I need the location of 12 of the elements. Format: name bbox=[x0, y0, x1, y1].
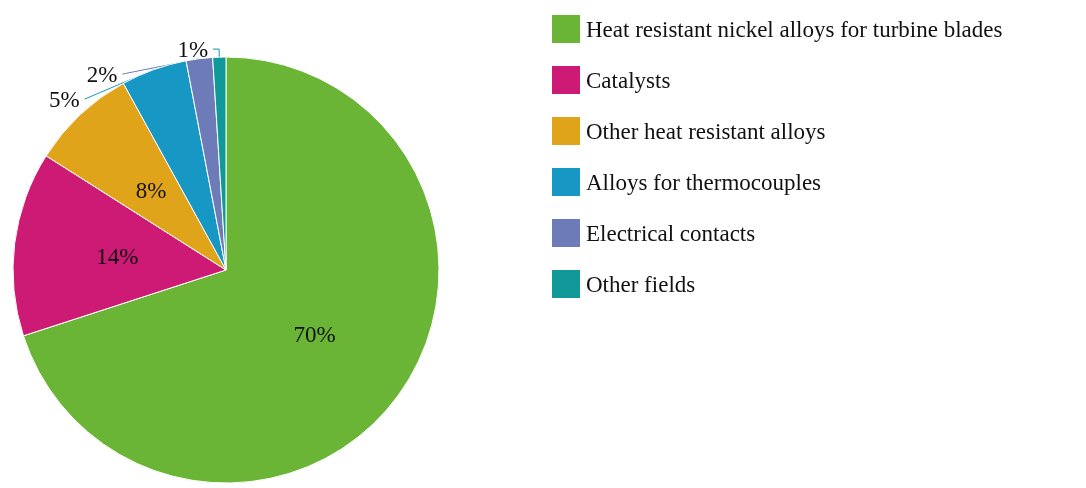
legend-label: Other heat resistant alloys bbox=[586, 118, 826, 144]
legend-label: Catalysts bbox=[586, 67, 671, 93]
data-label: 5% bbox=[48, 86, 80, 112]
legend-label: Other fields bbox=[586, 271, 696, 297]
data-label: 14% bbox=[96, 243, 139, 269]
data-label: 8% bbox=[135, 177, 167, 203]
legend-label: Electrical contacts bbox=[586, 220, 756, 246]
data-label: 2% bbox=[86, 61, 118, 87]
legend-label: Heat resistant nickel alloys for turbine blades bbox=[586, 16, 1003, 42]
data-label: 70% bbox=[293, 321, 336, 347]
legend-label: Alloys for thermocouples bbox=[586, 169, 822, 195]
data-label: 1% bbox=[177, 36, 209, 62]
